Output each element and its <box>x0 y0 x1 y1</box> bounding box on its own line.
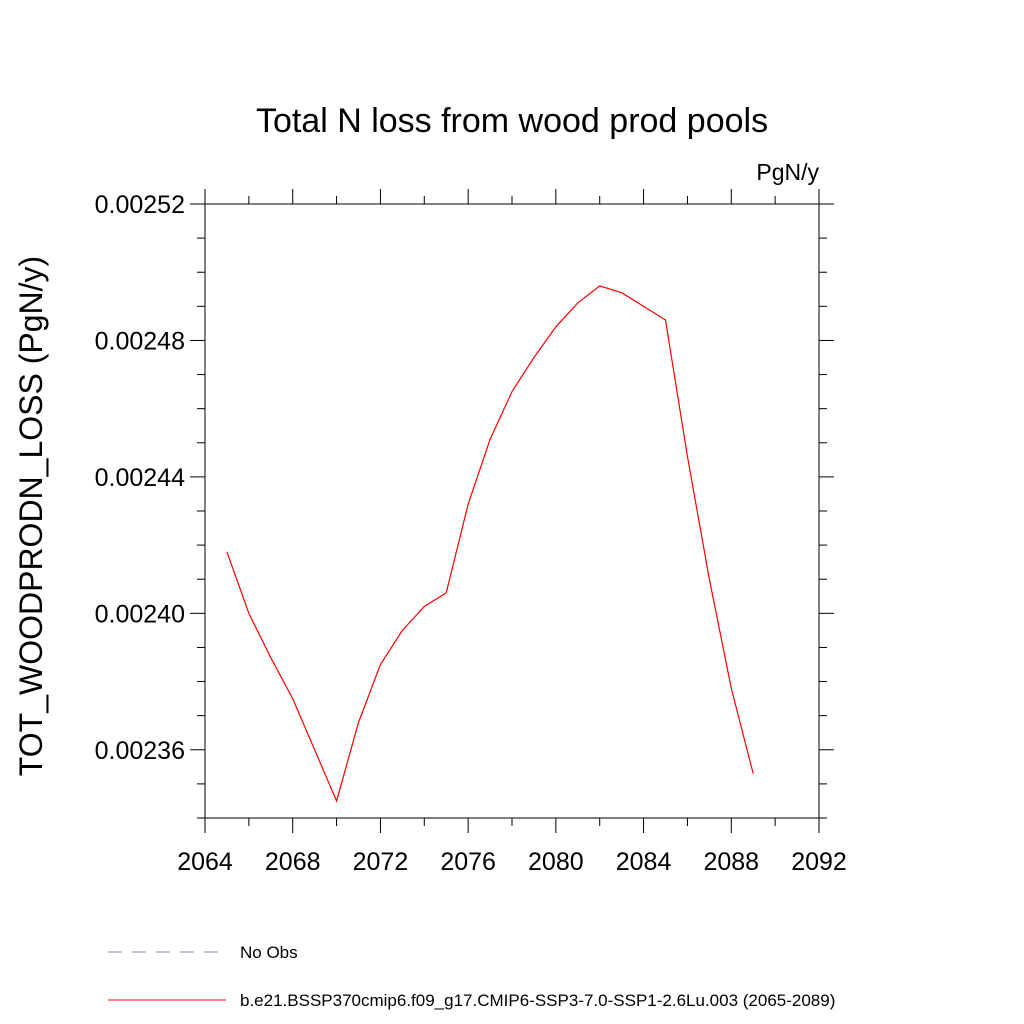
chart-title: Total N loss from wood prod pools <box>256 102 768 140</box>
x-tick-label: 2092 <box>791 848 847 876</box>
legend-label: b.e21.BSSP370cmip6.f09_g17.CMIP6-SSP3-7.… <box>240 991 835 1010</box>
x-tick-label: 2076 <box>440 848 496 876</box>
y-tick-label: 0.00252 <box>95 191 185 219</box>
units-label: PgN/y <box>756 159 819 185</box>
axis-ticks <box>190 189 834 833</box>
x-tick-label: 2068 <box>265 848 321 876</box>
legend: No Obs b.e21.BSSP370cmip6.f09_g17.CMIP6-S… <box>108 943 835 1010</box>
y-tick-label: 0.00248 <box>95 327 185 355</box>
legend-label: No Obs <box>240 943 298 962</box>
axis-tick-labels: 2064 2068 2072 2076 2080 2084 2088 2092 0.00236 0… <box>95 191 847 876</box>
y-tick-label: 0.00240 <box>95 600 185 628</box>
y-tick-label: 0.00244 <box>95 464 185 492</box>
x-tick-label: 2064 <box>177 848 233 876</box>
series-line <box>226 285 754 803</box>
series-lines <box>226 285 754 803</box>
x-tick-label: 2084 <box>616 848 672 876</box>
x-tick-label: 2080 <box>528 848 584 876</box>
x-tick-label: 2088 <box>703 848 759 876</box>
y-axis-label: TOT_WOODPRODN_LOSS (PgN/y) <box>13 256 49 776</box>
x-tick-label: 2072 <box>353 848 409 876</box>
y-tick-label: 0.00236 <box>95 737 185 765</box>
plot-frame <box>204 203 820 819</box>
